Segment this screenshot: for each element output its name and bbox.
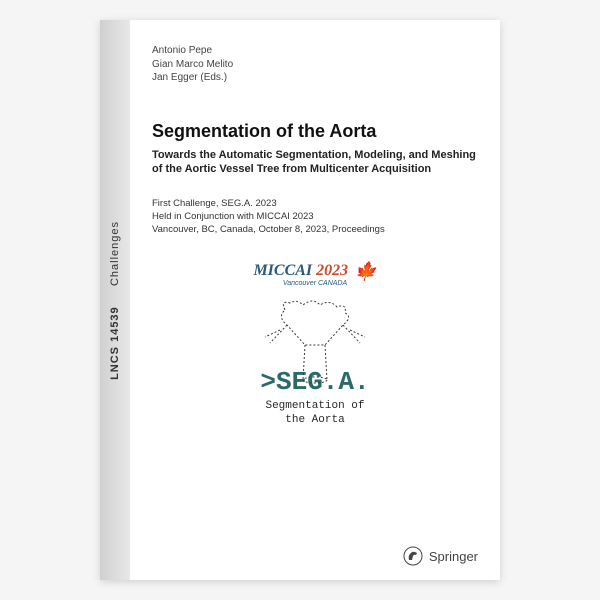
miccai-text: MICCAI <box>253 262 312 280</box>
editors: Antonio Pepe Gian Marco Melito Jan Egger… <box>152 44 478 85</box>
publisher-name: Springer <box>429 549 478 564</box>
logo-zone: MICCAI2023 🍁 Vancouver CANADA >SEG.A. <box>152 261 478 564</box>
spine: LNCS 14539 Challenges <box>100 20 130 580</box>
cover-main: Antonio Pepe Gian Marco Melito Jan Egger… <box>130 20 500 580</box>
conf-line-1: First Challenge, SEG.A. 2023 <box>152 197 478 210</box>
spine-series: LNCS 14539 <box>109 306 121 380</box>
sega-sub-2: the Aorta <box>265 413 364 427</box>
aorta-illustration <box>225 295 405 385</box>
sega-sub-1: Segmentation of <box>265 399 364 413</box>
miccai-logo: MICCAI2023 🍁 <box>253 261 376 282</box>
conf-line-2: Held in Conjunction with MICCAI 2023 <box>152 210 478 223</box>
conf-line-3: Vancouver, BC, Canada, October 8, 2023, … <box>152 223 478 236</box>
spine-text: LNCS 14539 Challenges <box>109 221 121 380</box>
editor-2: Gian Marco Melito <box>152 58 478 72</box>
book-title: Segmentation of the Aorta <box>152 121 478 143</box>
title-block: Segmentation of the Aorta Towards the Au… <box>152 121 478 177</box>
editor-1: Antonio Pepe <box>152 44 478 58</box>
conference-details: First Challenge, SEG.A. 2023 Held in Con… <box>152 197 478 237</box>
spine-category: Challenges <box>109 221 121 286</box>
book-cover: LNCS 14539 Challenges Antonio Pepe Gian … <box>100 20 500 580</box>
book-subtitle: Towards the Automatic Segmentation, Mode… <box>152 148 478 177</box>
maple-leaf-icon: 🍁 <box>354 261 376 282</box>
springer-horse-icon <box>403 546 423 566</box>
sega-subtitle: Segmentation of the Aorta <box>265 399 364 428</box>
editor-3: Jan Egger (Eds.) <box>152 71 478 85</box>
publisher: Springer <box>403 546 478 566</box>
miccai-subtext: Vancouver CANADA <box>283 280 347 287</box>
miccai-year: 2023 <box>316 262 348 280</box>
